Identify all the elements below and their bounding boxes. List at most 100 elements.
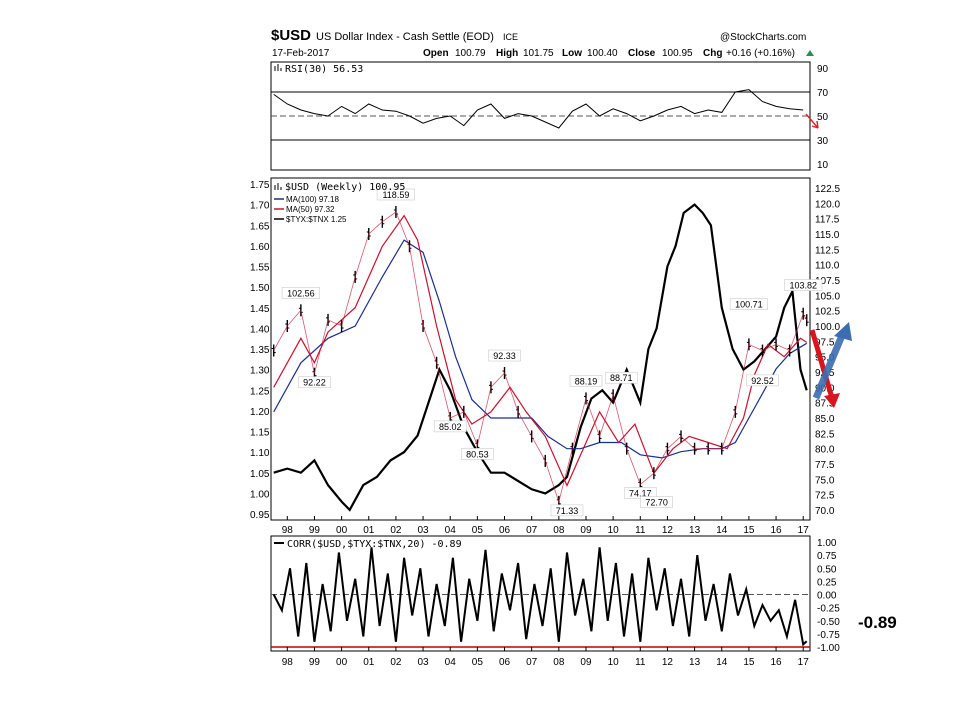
left-axis-tick-label: 1.50 (250, 283, 270, 294)
exchange-label: ICE (503, 32, 518, 42)
x-tick-label: 03 (417, 657, 429, 668)
x-tick-label: 14 (716, 657, 728, 668)
x-tick-label: 08 (553, 657, 565, 668)
open-value: 100.79 (455, 48, 486, 59)
annotation-box (746, 374, 779, 387)
annotation-box (569, 375, 603, 387)
corr-tick-label: -0.75 (817, 630, 840, 641)
close-label: Close (628, 48, 656, 59)
x-tick-label: 09 (580, 657, 592, 668)
x-tick-label: 99 (309, 657, 321, 668)
left-axis-tick-label: 1.40 (250, 324, 270, 335)
x-tick-label: 12 (662, 525, 674, 536)
right-axis-tick-label: 115.0 (815, 230, 840, 241)
rsi-panel: 90 70 50 30 10 RSI(30) 56.53 (270, 61, 829, 171)
annotation-box (281, 286, 320, 299)
open-label: Open (423, 48, 449, 59)
correlation-line (272, 547, 808, 647)
arrow-down-head (824, 393, 840, 408)
rsi-arrow-down-icon (805, 113, 819, 129)
rsi-tick-label: 30 (817, 136, 829, 147)
left-axis-tick-label: 1.75 (250, 180, 270, 191)
x-tick-label: 11 (635, 657, 646, 668)
watermark: @StockCharts.com (720, 32, 806, 43)
ma100-legend: MA(100) 97.18 (286, 195, 339, 204)
x-tick-label: 06 (499, 525, 511, 536)
bar-chart-icon (274, 183, 282, 190)
price-annotation: 74.17 (629, 488, 652, 498)
ma50-legend: MA(50) 97.32 (286, 205, 335, 214)
annotation-box (729, 298, 769, 310)
price-annotation: 100.71 (735, 300, 763, 310)
left-axis-tick-label: 1.30 (250, 366, 270, 377)
close-value: 100.95 (662, 48, 693, 59)
right-axis-tick-label: 102.5 (815, 307, 840, 318)
corr-tick-label: 0.50 (817, 564, 837, 575)
corr-tick-label: 0.00 (817, 591, 837, 602)
annotation-box (550, 504, 584, 517)
x-tick-label: 05 (472, 657, 484, 668)
corr-tick-label: -0.25 (817, 604, 840, 615)
rsi-tick-label: 50 (817, 112, 829, 123)
x-tick-label: 17 (798, 525, 810, 536)
ma100-line (273, 239, 808, 459)
left-axis-tick-label: 1.70 (250, 201, 270, 212)
x-tick-label: 13 (689, 525, 701, 536)
left-axis-tick-label: 1.00 (250, 489, 270, 500)
ma50-line (273, 214, 808, 487)
left-axis-tick-label: 1.05 (250, 469, 270, 480)
annotation-box (640, 496, 673, 508)
x-tick-label: 04 (445, 657, 457, 668)
x-tick-label: 98 (282, 525, 294, 536)
x-tick-label: 04 (445, 525, 457, 536)
corr-tick-label: 0.75 (817, 551, 837, 562)
x-tick-label: 15 (743, 657, 755, 668)
left-axis-tick-label: 1.25 (250, 386, 270, 397)
rsi-tick-label: 10 (817, 160, 829, 171)
right-axis-tick-label: 85.0 (815, 414, 835, 425)
right-axis-tick-label: 107.5 (815, 276, 840, 287)
left-axis-tick-label: 1.35 (250, 345, 270, 356)
left-axis-tick-label: 1.45 (250, 304, 270, 315)
low-value: 100.40 (587, 48, 618, 59)
arrow-up-head (834, 322, 852, 341)
x-tick-label: 02 (390, 525, 402, 536)
price-annotation: 71.33 (556, 506, 579, 516)
right-axis-tick-label: 90.0 (815, 383, 835, 394)
left-axis-tick-label: 1.55 (250, 263, 270, 274)
price-annotation: 92.22 (303, 378, 326, 388)
rsi-frame (270, 61, 811, 171)
annotation-box (376, 188, 416, 201)
left-axis-tick-label: 1.10 (250, 448, 270, 459)
ratio-legend: $TYX:$TNX 1.25 (286, 215, 347, 224)
price-frame (270, 177, 811, 521)
corr-tick-label: 1.00 (817, 538, 837, 549)
right-axis-tick-label: 72.5 (815, 491, 835, 502)
corr-tick-label: -1.00 (817, 643, 840, 654)
arrow-up-icon (812, 331, 847, 400)
price-line (273, 211, 808, 504)
price-annotation: 72.70 (645, 497, 668, 507)
x-tick-label: 98 (282, 657, 294, 668)
left-axis-tick-label: 1.65 (250, 221, 270, 232)
correlation-callout: -0.89 (858, 613, 897, 632)
chg-label: Chg (703, 48, 722, 59)
index-name: US Dollar Index - Cash Settle (EOD) (316, 31, 494, 43)
right-axis-tick-label: 110.0 (815, 261, 840, 272)
annotation-box (433, 420, 467, 433)
chart-date: 17-Feb-2017 (272, 48, 330, 59)
left-axis-tick-label: 1.15 (250, 428, 270, 439)
x-tick-label: 05 (472, 525, 484, 536)
rsi-line (273, 89, 804, 129)
right-axis-tick-label: 80.0 (815, 445, 835, 456)
corr-title: CORR($USD,$TYX:$TNX,20) -0.89 (287, 539, 462, 550)
price-annotation: 88.19 (575, 376, 598, 386)
x-tick-label: 12 (662, 657, 674, 668)
annotation-box (488, 349, 521, 362)
price-annotation: 92.33 (493, 351, 516, 361)
x-tick-label: 15 (743, 525, 755, 536)
left-axis-tick-label: 1.60 (250, 242, 270, 253)
price-title: $USD (Weekly) 100.95 (285, 182, 405, 193)
x-tick-label: 00 (336, 525, 348, 536)
low-label: Low (562, 48, 582, 59)
